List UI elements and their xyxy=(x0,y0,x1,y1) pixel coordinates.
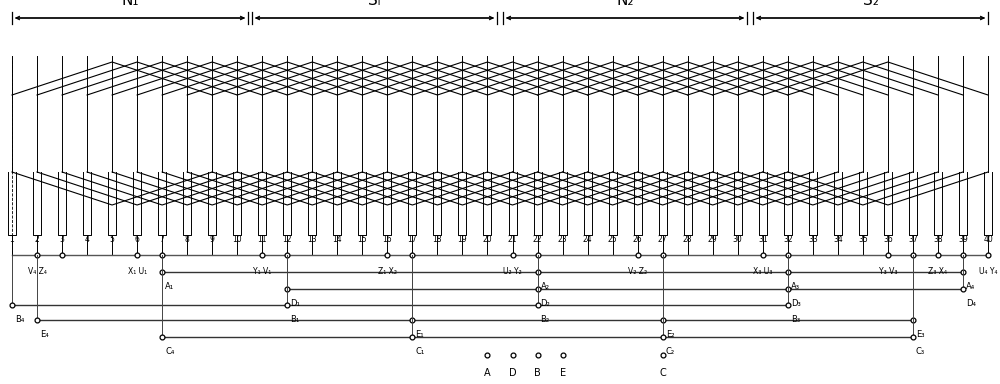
Text: B₄: B₄ xyxy=(15,315,24,324)
Text: C₂: C₂ xyxy=(666,347,675,356)
Text: U₂ Y₂: U₂ Y₂ xyxy=(503,267,522,276)
Text: 24: 24 xyxy=(583,235,592,245)
Text: C₁: C₁ xyxy=(415,347,425,356)
Text: Z₁ X₂: Z₁ X₂ xyxy=(378,267,397,276)
Text: D₃: D₃ xyxy=(791,299,801,308)
Text: 1: 1 xyxy=(10,235,14,245)
Text: E: E xyxy=(560,368,566,378)
Text: 2: 2 xyxy=(35,235,39,245)
Text: 4: 4 xyxy=(85,235,90,245)
Text: C: C xyxy=(659,368,666,378)
Text: 38: 38 xyxy=(933,235,943,245)
Text: 33: 33 xyxy=(808,235,818,245)
Text: Y₁ V₁: Y₁ V₁ xyxy=(253,267,271,276)
Text: A: A xyxy=(484,368,491,378)
Text: 29: 29 xyxy=(708,235,718,245)
Text: B₁: B₁ xyxy=(290,315,300,324)
Text: E₄: E₄ xyxy=(40,330,49,339)
Text: 28: 28 xyxy=(683,235,692,245)
Text: 5: 5 xyxy=(110,235,115,245)
Text: B: B xyxy=(534,368,541,378)
Text: 35: 35 xyxy=(858,235,868,245)
Text: 15: 15 xyxy=(358,235,367,245)
Text: N₁: N₁ xyxy=(121,0,139,8)
Text: 17: 17 xyxy=(408,235,417,245)
Text: 12: 12 xyxy=(283,235,292,245)
Text: E₃: E₃ xyxy=(916,330,924,339)
Text: 25: 25 xyxy=(608,235,617,245)
Text: D₄: D₄ xyxy=(966,299,976,308)
Text: 20: 20 xyxy=(483,235,492,245)
Text: E₁: E₁ xyxy=(415,330,424,339)
Text: 10: 10 xyxy=(232,235,242,245)
Text: B₂: B₂ xyxy=(541,315,550,324)
Text: 22: 22 xyxy=(533,235,542,245)
Text: 36: 36 xyxy=(883,235,893,245)
Text: 9: 9 xyxy=(210,235,215,245)
Text: V₄ Z₄: V₄ Z₄ xyxy=(28,267,46,276)
Text: 26: 26 xyxy=(633,235,642,245)
Text: C₄: C₄ xyxy=(165,347,175,356)
Text: 30: 30 xyxy=(733,235,743,245)
Text: N₂: N₂ xyxy=(616,0,634,8)
Text: 23: 23 xyxy=(558,235,567,245)
Text: 32: 32 xyxy=(783,235,793,245)
Text: D: D xyxy=(509,368,516,378)
Text: 7: 7 xyxy=(160,235,165,245)
Text: A₄: A₄ xyxy=(966,282,975,291)
Text: A₃: A₃ xyxy=(791,282,800,291)
Text: Z₃ X₄: Z₃ X₄ xyxy=(928,267,947,276)
Text: Sₗ: Sₗ xyxy=(368,0,381,8)
Text: 6: 6 xyxy=(135,235,140,245)
Text: 37: 37 xyxy=(908,235,918,245)
Text: X₁ U₁: X₁ U₁ xyxy=(128,267,147,276)
Text: 31: 31 xyxy=(758,235,768,245)
Text: A₁: A₁ xyxy=(165,282,174,291)
Text: D₁: D₁ xyxy=(290,299,300,308)
Text: 18: 18 xyxy=(433,235,442,245)
Text: 39: 39 xyxy=(958,235,968,245)
Text: C₃: C₃ xyxy=(916,347,925,356)
Text: 27: 27 xyxy=(658,235,667,245)
Text: V₂ Z₂: V₂ Z₂ xyxy=(628,267,647,276)
Text: 13: 13 xyxy=(307,235,317,245)
Text: S₂: S₂ xyxy=(863,0,878,8)
Text: 34: 34 xyxy=(833,235,843,245)
Text: 8: 8 xyxy=(185,235,190,245)
Text: A₂: A₂ xyxy=(541,282,550,291)
Text: D₂: D₂ xyxy=(541,299,550,308)
Text: 3: 3 xyxy=(60,235,64,245)
Text: U₄ Y₄: U₄ Y₄ xyxy=(979,267,997,276)
Text: 14: 14 xyxy=(333,235,342,245)
Text: E₂: E₂ xyxy=(666,330,674,339)
Text: B₃: B₃ xyxy=(791,315,800,324)
Text: 21: 21 xyxy=(508,235,517,245)
Text: 40: 40 xyxy=(983,235,993,245)
Text: X₃ U₃: X₃ U₃ xyxy=(753,267,772,276)
Text: 16: 16 xyxy=(383,235,392,245)
Text: 19: 19 xyxy=(458,235,467,245)
Text: Y₃ V₃: Y₃ V₃ xyxy=(879,267,897,276)
Text: 11: 11 xyxy=(258,235,267,245)
